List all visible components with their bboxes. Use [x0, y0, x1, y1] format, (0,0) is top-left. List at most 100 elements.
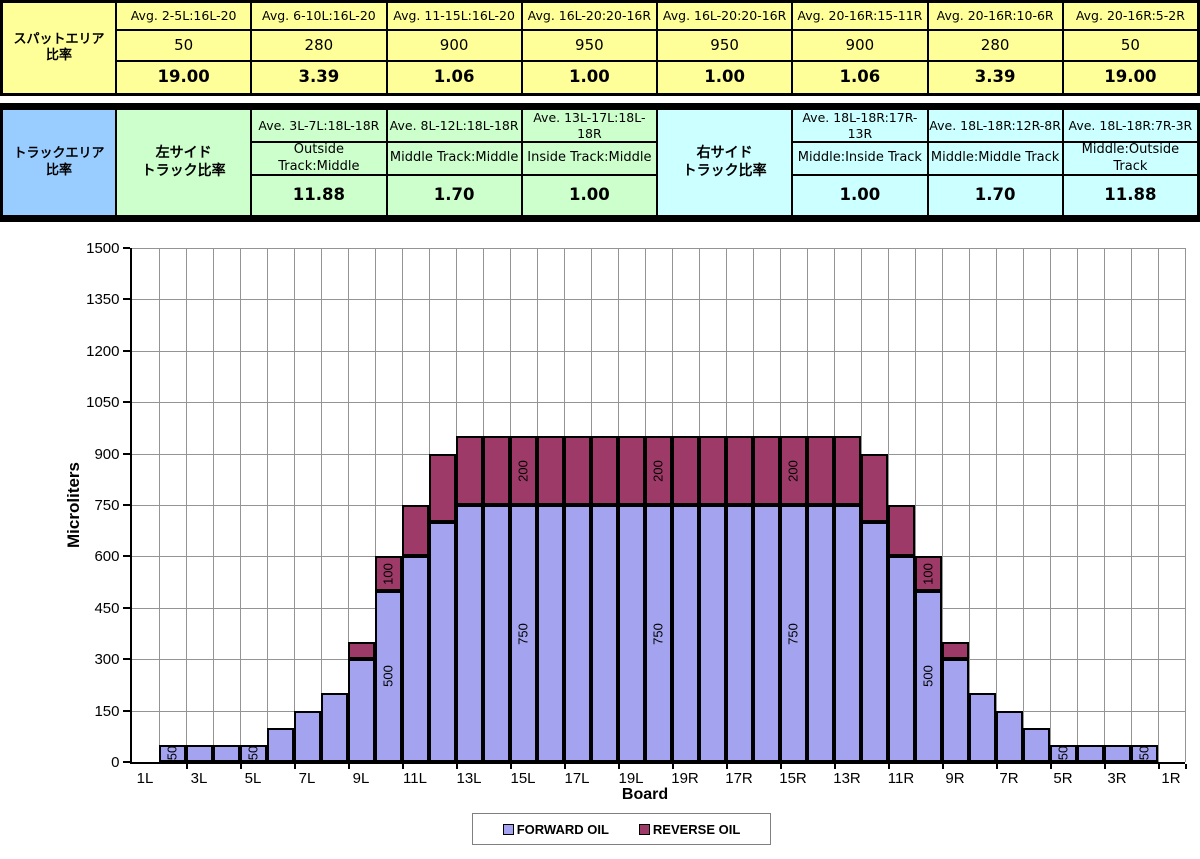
- left-group-line2: トラック比率: [141, 162, 226, 179]
- y-tick-label: 1200: [86, 342, 120, 360]
- track-right-col-ratio: 11.88: [1063, 176, 1197, 215]
- bar-forward-8L: [320, 693, 348, 762]
- x-tick-label: 5R: [1053, 770, 1073, 787]
- x-axis-tick: [941, 764, 944, 769]
- bar-forward-9R: [941, 659, 969, 762]
- y-axis-tick: [122, 555, 130, 558]
- x-axis-tick: [347, 764, 350, 769]
- x-axis-tick: [1103, 764, 1106, 769]
- bar-value-label-20-reverse: 200: [650, 459, 666, 482]
- left-side-track-ratio-header: 左サイド トラック比率: [117, 110, 251, 215]
- track-left-col-header: Ave. 3L-7L:18L-18R: [252, 110, 386, 141]
- track-table-row-header-line2: 比率: [45, 162, 72, 178]
- gridline-vertical: [293, 248, 295, 762]
- oil-pattern-chart: Microliters Board FORWARD OIL REVERSE OIL…: [0, 222, 1200, 859]
- bar-forward-15R: [779, 505, 807, 762]
- bar-reverse-19R: [671, 436, 699, 505]
- bar-value-label-2R-forward: 50: [1136, 746, 1152, 761]
- y-axis-line: [129, 248, 132, 764]
- bar-forward-16R: [752, 505, 780, 762]
- spat-col-ratio: 1.06: [387, 62, 521, 93]
- y-axis-tick: [122, 349, 130, 352]
- bar-forward-10L: [374, 590, 402, 762]
- bar-forward-5R: [1049, 744, 1077, 762]
- y-axis-tick: [122, 658, 130, 661]
- y-tick-label: 300: [94, 651, 120, 669]
- track-right-col-label: Middle:Inside Track: [793, 143, 927, 174]
- x-axis-tick: [833, 764, 836, 769]
- spat-col-value: 900: [793, 31, 927, 60]
- bar-reverse-14L: [482, 436, 510, 505]
- x-tick-label: 19L: [618, 770, 644, 787]
- bar-forward-7R: [995, 710, 1023, 762]
- gridline-vertical: [374, 248, 376, 762]
- bar-forward-19L: [617, 505, 645, 762]
- left-group-line1: 左サイド: [155, 145, 212, 161]
- spat-col-value: 950: [658, 31, 792, 60]
- legend-item-reverse: REVERSE OIL: [638, 821, 741, 837]
- x-tick-label: 3L: [190, 770, 208, 787]
- x-axis-tick: [455, 764, 458, 769]
- track-left-col-label: Inside Track:Middle: [522, 143, 656, 174]
- spat-col-ratio: 1.00: [658, 62, 792, 93]
- gridline-vertical: [347, 248, 349, 762]
- bar-value-label-15R-reverse: 200: [785, 459, 801, 482]
- gridline-horizontal: [131, 402, 1185, 404]
- spat-col-header: Avg. 16L-20:20-16R: [522, 3, 656, 29]
- gridline-vertical: [266, 248, 268, 762]
- gridline-horizontal: [131, 350, 1185, 352]
- bar-value-label-15L-reverse: 200: [515, 459, 531, 482]
- track-left-col-label: Outside Track:Middle: [252, 142, 386, 174]
- gridline-vertical: [1076, 248, 1078, 762]
- x-tick-label: 17R: [725, 770, 753, 787]
- legend-label-forward: FORWARD OIL: [516, 821, 609, 837]
- bar-forward-20: [644, 505, 672, 762]
- x-axis-tick: [293, 764, 296, 769]
- x-tick-label: 11R: [887, 770, 915, 787]
- spat-col-ratio: 19.00: [1063, 62, 1197, 93]
- x-axis-line: [129, 762, 1185, 764]
- bar-reverse-9L: [347, 642, 375, 660]
- track-right-col-header: Ave. 18L-18R:7R-3R: [1063, 110, 1197, 141]
- bar-reverse-17R: [725, 436, 753, 505]
- track-area-ratio-table: トラックエリア 比率 左サイド トラック比率 右サイド トラック比率 Ave. …: [0, 103, 1200, 222]
- track-table-row-header: トラックエリア 比率: [3, 110, 115, 215]
- bar-value-label-2L-forward: 50: [164, 746, 180, 761]
- track-left-col-ratio: 1.00: [522, 176, 656, 215]
- bar-reverse-19L: [617, 436, 645, 505]
- legend-label-reverse: REVERSE OIL: [652, 821, 741, 837]
- gridline-vertical: [1103, 248, 1105, 762]
- spat-table-row-header-line2: 比率: [45, 48, 72, 63]
- bar-forward-2L: [158, 744, 186, 762]
- x-tick-label: 7L: [298, 770, 316, 787]
- y-axis-tick: [122, 709, 130, 712]
- bar-value-label-15R-forward: 750: [785, 622, 801, 645]
- x-axis-tick: [1049, 764, 1052, 769]
- bar-forward-9L: [347, 659, 375, 762]
- bar-reverse-11L: [401, 505, 429, 557]
- spat-col-header: Avg. 16L-20:20-16R: [658, 3, 792, 29]
- bar-reverse-12L: [428, 453, 456, 523]
- x-tick-label: 13L: [456, 770, 482, 787]
- x-tick-label: 9R: [945, 770, 965, 787]
- bar-forward-11R: [887, 556, 915, 762]
- spat-col-value: 280: [928, 31, 1062, 60]
- x-axis-tick: [401, 764, 404, 769]
- spat-col-value: 950: [522, 31, 656, 60]
- bar-value-label-10L-forward: 500: [380, 665, 396, 688]
- bar-forward-12R: [860, 522, 888, 762]
- y-axis-tick: [122, 401, 130, 404]
- y-axis-tick: [122, 761, 130, 763]
- y-axis-tick: [122, 504, 130, 506]
- bar-forward-15L: [509, 505, 537, 762]
- gridline-vertical: [239, 248, 241, 762]
- bar-reverse-16L: [536, 436, 564, 505]
- x-axis-tick: [887, 764, 890, 769]
- bar-forward-3R: [1103, 744, 1131, 762]
- x-tick-label: 19R: [671, 770, 699, 787]
- bar-reverse-15R: [779, 436, 807, 505]
- bar-forward-17L: [563, 505, 591, 762]
- y-tick-label: 150: [94, 702, 120, 720]
- spat-col-header: Avg. 6-10L:16L-20: [252, 3, 386, 29]
